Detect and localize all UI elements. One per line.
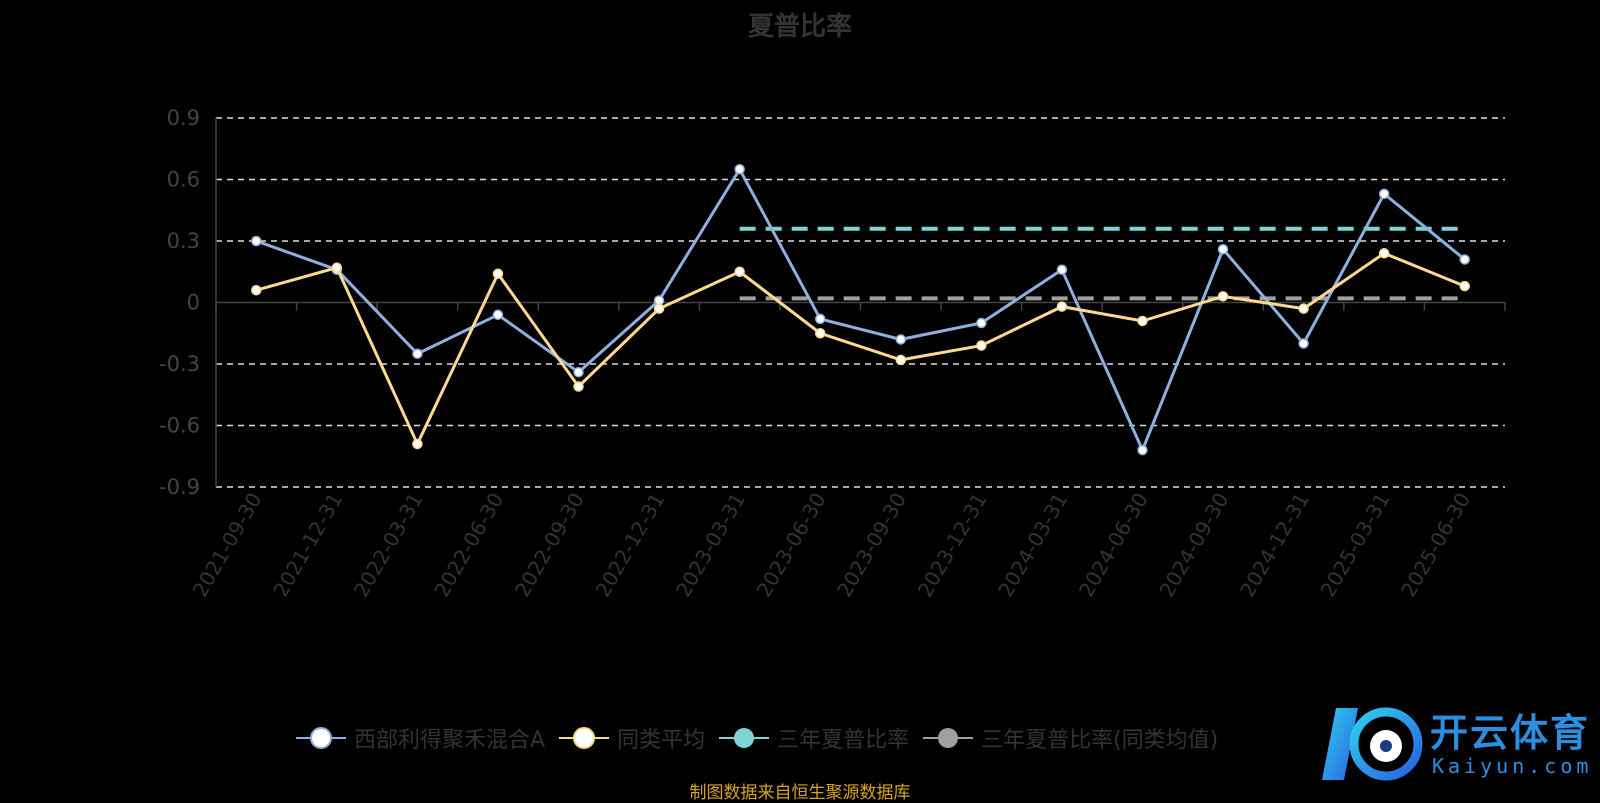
peer-average-point <box>573 381 584 392</box>
y-tick-label: -0.9 <box>159 475 200 499</box>
y-tick-label: 0 <box>187 291 200 315</box>
x-tick-label: 2024-06-30 <box>1074 489 1153 602</box>
legend-three-year-peer-marker-icon <box>923 728 974 748</box>
peer-average-point <box>251 284 262 296</box>
chart-title: 夏普比率 <box>747 12 852 42</box>
y-tick-label: 0.9 <box>167 106 200 130</box>
fund-point <box>412 348 423 359</box>
peer-average-point <box>1217 291 1229 302</box>
x-tick-label: 2022-12-31 <box>591 489 670 602</box>
watermark-logo: 开云体育 Kaiyun.com <box>1318 700 1600 790</box>
fund-point <box>1459 254 1470 265</box>
peer-average-point <box>1137 315 1148 327</box>
fund-point <box>814 313 826 325</box>
peer-average-point <box>734 266 745 277</box>
fund-point <box>976 317 987 329</box>
y-tick-label: 0.3 <box>167 229 200 253</box>
legend-three-year-marker-icon <box>719 728 770 748</box>
x-tick-label: 2024-03-31 <box>993 489 1072 602</box>
legend-item-three-year-peer[interactable]: 三年夏普比率(同类均值) <box>923 722 1218 754</box>
x-tick-label: 2025-06-30 <box>1396 489 1475 602</box>
x-tick-label: 2021-12-31 <box>268 489 347 602</box>
kaiyun-logo-icon <box>1322 707 1423 781</box>
peer-average-point <box>653 303 665 314</box>
legend-item-fund[interactable]: 西部利得聚禾混合A <box>296 722 545 754</box>
fund-point <box>573 366 584 378</box>
legend: 西部利得聚禾混合A 同类平均 三年夏普比率 三年夏普比率(同类均值) <box>296 722 1232 754</box>
x-tick-label: 2023-09-30 <box>832 489 911 602</box>
legend-label: 西部利得聚禾混合A <box>354 728 546 753</box>
fund-point <box>734 164 745 175</box>
legend-fund-marker-icon <box>296 727 346 749</box>
legend-label: 同类平均 <box>617 728 706 753</box>
y-tick-label: -0.3 <box>159 352 200 376</box>
x-tick-label: 2023-12-31 <box>913 489 992 602</box>
x-tick-label: 2021-09-30 <box>188 489 267 602</box>
fund-point <box>1056 264 1068 275</box>
data-source-footer: 制图数据来自恒生聚源数据库 <box>689 783 911 803</box>
fund-point <box>1378 188 1390 200</box>
y-tick-label: 0.6 <box>167 168 200 192</box>
peer-average-point <box>412 438 423 450</box>
peer-average-point <box>1056 301 1068 312</box>
x-tick-label: 2022-03-31 <box>349 489 428 602</box>
x-tick-label: 2024-09-30 <box>1154 489 1233 602</box>
fund-point <box>1298 338 1309 349</box>
peer-average-point <box>814 328 826 339</box>
x-tick-label: 2025-03-31 <box>1316 489 1395 602</box>
peer-average-point <box>976 340 987 351</box>
peer-average-point <box>1378 248 1390 259</box>
fund-point <box>492 309 504 321</box>
legend-item-three-year[interactable]: 三年夏普比率 <box>719 722 909 754</box>
x-tick-label: 2022-06-30 <box>429 489 508 602</box>
x-tick-label: 2024-12-31 <box>1235 489 1314 602</box>
fund-point <box>895 334 907 345</box>
fund-point <box>251 235 262 247</box>
x-tick-label: 2023-06-30 <box>752 489 831 602</box>
fund-point <box>1217 243 1229 255</box>
watermark-text: 开云体育 <box>1430 711 1591 755</box>
peer-average-point <box>331 262 343 273</box>
watermark-subtext: Kaiyun.com <box>1432 754 1593 778</box>
x-tick-label: 2022-09-30 <box>510 489 589 602</box>
legend-label: 三年夏普比率(同类均值) <box>981 728 1219 753</box>
peer-average-point <box>492 268 504 280</box>
y-tick-label: -0.6 <box>159 414 200 438</box>
legend-peer-marker-icon <box>559 727 610 749</box>
peer-average-point <box>895 354 907 366</box>
fund-point <box>1137 444 1148 456</box>
legend-item-peer-average[interactable]: 同类平均 <box>559 722 705 754</box>
peer-average-point <box>1459 280 1470 292</box>
fund-line <box>255 166 1466 454</box>
peer-average-line <box>255 251 1466 448</box>
legend-label: 三年夏普比率 <box>777 728 910 753</box>
x-tick-label: 2023-03-31 <box>671 489 750 602</box>
peer-average-point <box>1298 303 1309 314</box>
